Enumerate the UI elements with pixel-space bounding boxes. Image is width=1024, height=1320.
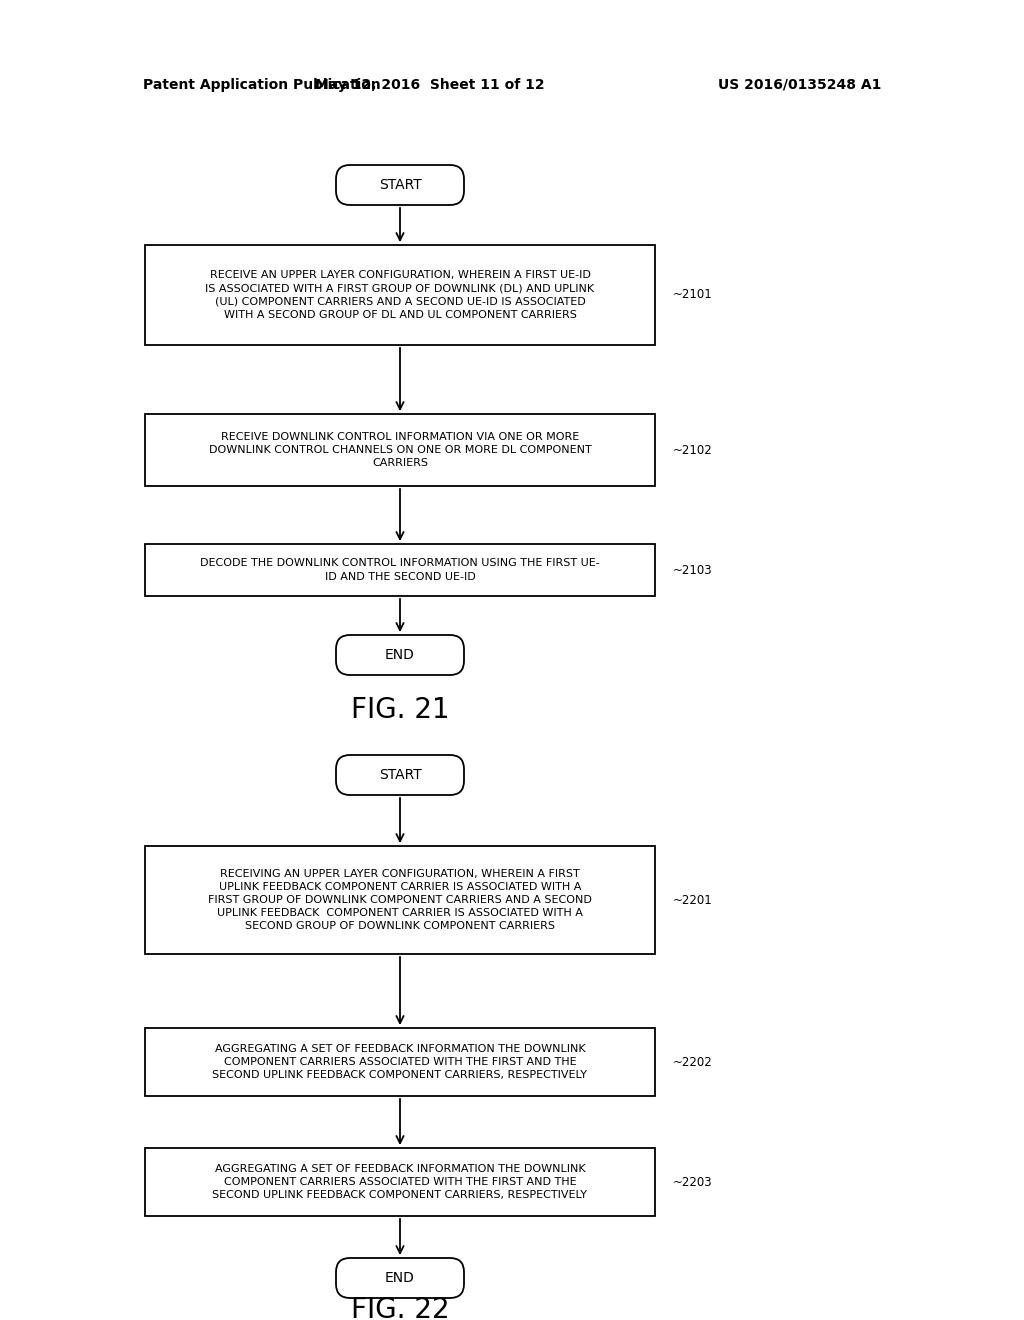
Bar xyxy=(145,1148,655,1216)
FancyBboxPatch shape xyxy=(336,635,464,675)
Text: AGGREGATING A SET OF FEEDBACK INFORMATION THE DOWNLINK
COMPONENT CARRIERS ASSOCI: AGGREGATING A SET OF FEEDBACK INFORMATIO… xyxy=(213,1044,588,1080)
Text: FIG. 21: FIG. 21 xyxy=(350,696,450,723)
Text: ~2203: ~2203 xyxy=(673,1176,713,1188)
Text: ~2202: ~2202 xyxy=(673,1056,713,1068)
Text: START: START xyxy=(379,768,421,781)
FancyBboxPatch shape xyxy=(336,1258,464,1298)
Text: RECEIVE DOWNLINK CONTROL INFORMATION VIA ONE OR MORE
DOWNLINK CONTROL CHANNELS O: RECEIVE DOWNLINK CONTROL INFORMATION VIA… xyxy=(209,432,592,469)
Text: US 2016/0135248 A1: US 2016/0135248 A1 xyxy=(718,78,882,92)
FancyBboxPatch shape xyxy=(336,755,464,795)
Text: ~2102: ~2102 xyxy=(673,444,713,457)
Text: END: END xyxy=(385,648,415,663)
Bar xyxy=(145,414,655,486)
Text: Patent Application Publication: Patent Application Publication xyxy=(143,78,381,92)
Bar xyxy=(145,1028,655,1096)
Text: ~2103: ~2103 xyxy=(673,564,713,577)
Text: May 12, 2016  Sheet 11 of 12: May 12, 2016 Sheet 11 of 12 xyxy=(315,78,545,92)
Text: DECODE THE DOWNLINK CONTROL INFORMATION USING THE FIRST UE-
ID AND THE SECOND UE: DECODE THE DOWNLINK CONTROL INFORMATION … xyxy=(200,558,600,582)
Text: ~2101: ~2101 xyxy=(673,289,713,301)
Text: AGGREGATING A SET OF FEEDBACK INFORMATION THE DOWNLINK
COMPONENT CARRIERS ASSOCI: AGGREGATING A SET OF FEEDBACK INFORMATIO… xyxy=(213,1164,588,1200)
Text: RECEIVE AN UPPER LAYER CONFIGURATION, WHEREIN A FIRST UE-ID
IS ASSOCIATED WITH A: RECEIVE AN UPPER LAYER CONFIGURATION, WH… xyxy=(206,271,595,319)
Bar xyxy=(145,246,655,345)
Text: FIG. 22: FIG. 22 xyxy=(350,1296,450,1320)
Bar xyxy=(145,846,655,954)
Text: END: END xyxy=(385,1271,415,1284)
Text: START: START xyxy=(379,178,421,191)
Text: ~2201: ~2201 xyxy=(673,894,713,907)
Text: RECEIVING AN UPPER LAYER CONFIGURATION, WHEREIN A FIRST
UPLINK FEEDBACK COMPONEN: RECEIVING AN UPPER LAYER CONFIGURATION, … xyxy=(208,869,592,932)
FancyBboxPatch shape xyxy=(336,165,464,205)
Bar xyxy=(145,544,655,597)
